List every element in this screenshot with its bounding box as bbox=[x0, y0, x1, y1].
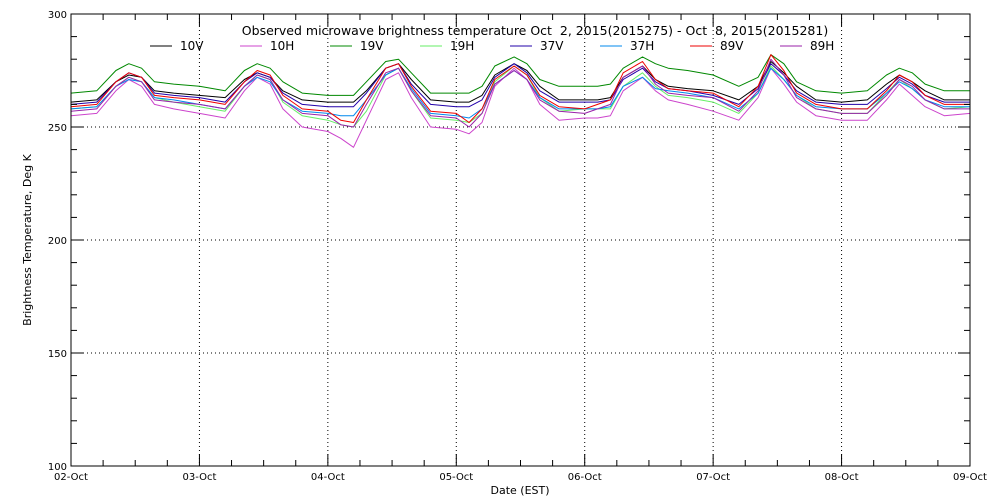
legend-label-89v: 89V bbox=[720, 39, 744, 53]
y-axis-label: Brightness Temperature, Deg K bbox=[21, 153, 34, 325]
x-tick-label: 04-Oct bbox=[311, 472, 345, 483]
chart-title: Observed microwave brightness temperatur… bbox=[242, 23, 828, 38]
series-line-89v bbox=[70, 54, 970, 123]
legend-label-10v: 10V bbox=[180, 39, 204, 53]
x-tick-label: 08-Oct bbox=[825, 472, 859, 483]
y-tick-label: 150 bbox=[48, 349, 67, 360]
x-tick-label: 06-Oct bbox=[568, 472, 602, 483]
legend: 10V 10H 19V 19H 37V 37H 89V 89H bbox=[150, 39, 834, 53]
legend-label-37v: 37V bbox=[540, 39, 564, 53]
y-tick-label: 100 bbox=[48, 462, 67, 473]
series-line-10v bbox=[70, 61, 970, 103]
y-tick-label: 300 bbox=[48, 10, 67, 21]
x-axis-label: Date (EST) bbox=[490, 484, 549, 497]
legend-label-19h: 19H bbox=[450, 39, 474, 53]
x-tick-label: 09-Oct bbox=[953, 472, 987, 483]
y-axis: 100 150 200 250 300 bbox=[48, 10, 970, 473]
grid-lines bbox=[71, 14, 970, 466]
x-tick-label: 05-Oct bbox=[439, 472, 473, 483]
series-line-89h bbox=[70, 58, 970, 128]
y-tick-label: 250 bbox=[48, 123, 67, 134]
y-tick-label: 200 bbox=[48, 236, 67, 247]
legend-label-89h: 89H bbox=[810, 39, 834, 53]
series-line-10h bbox=[70, 67, 971, 148]
x-tick-label: 07-Oct bbox=[696, 472, 730, 483]
x-tick-label: 02-Oct bbox=[54, 472, 88, 483]
series-line-19v bbox=[70, 54, 970, 96]
x-axis: 02-Oct 03-Oct 04-Oct 05-Oct 06-Oct 07-Oct 08-O… bbox=[54, 14, 987, 483]
series-line-37h bbox=[70, 67, 970, 119]
legend-label-10h: 10H bbox=[270, 39, 294, 53]
x-tick-label: 03-Oct bbox=[182, 472, 216, 483]
data-series bbox=[70, 54, 971, 148]
legend-label-19v: 19V bbox=[360, 39, 384, 53]
legend-label-37h: 37H bbox=[630, 39, 654, 53]
